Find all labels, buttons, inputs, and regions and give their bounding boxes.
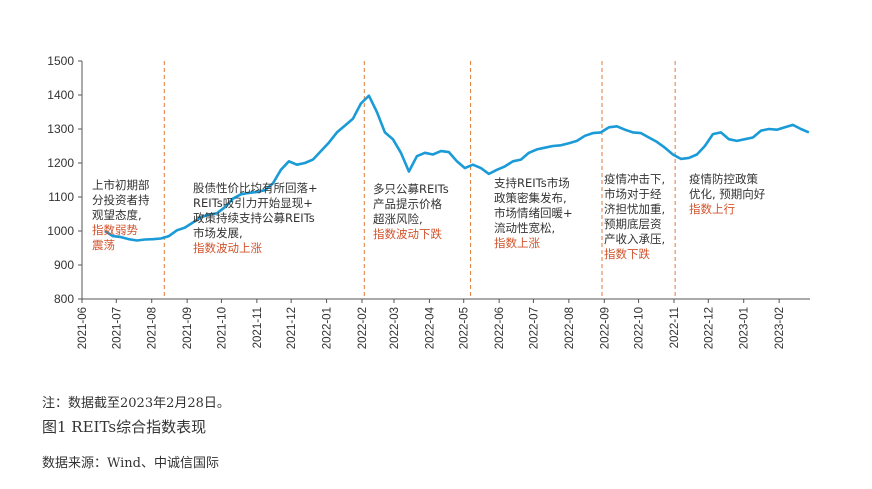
annotation-line: 疫情防控政策 [689,172,758,186]
x-tick-label: 2021-10 [216,307,228,349]
annotation-highlight: 指数上涨 [494,236,540,250]
annotation-2: 股债性价比均有所回落+ REITs吸引力开始显现+ 政策持续支持公募REITs 市场发… [193,181,318,256]
x-tick-label: 2021-08 [147,307,159,349]
annotation-line: 市场发展, [193,226,243,240]
annotation-3: 多只公募REITs 产品提示价格 超涨风险, 指数波动下跌 [373,182,449,242]
x-tick-label: 2021-12 [286,307,298,349]
figure-title: 图1 REITs综合指数表现 [42,418,207,436]
annotation-line: 上市初期部 [92,178,150,192]
annotation-5: 疫情冲击下, 市场对于经 济担忧加重, 预期底层资 产收入承压, 指数下跌 [604,172,665,262]
x-tick-label: 2021-09 [182,307,194,349]
annotation-line: 济担忧加重, [604,202,666,216]
y-tick-label: 1400 [47,88,74,102]
chart-note: 注：数据截至2023年2月28日。 [42,396,230,411]
annotation-highlight: 震荡 [92,238,115,252]
x-tick-label: 2022-04 [424,306,436,349]
x-tick-label: 2022-06 [494,307,506,349]
annotation-line: 疫情冲击下, [604,172,666,186]
annotation-line: 市场对于经 [604,187,662,201]
annotation-line: 超涨风险, [373,212,423,226]
annotation-line: 政策密集发布, [494,191,567,205]
x-tick-label: 2021-06 [77,307,89,349]
annotation-1: 上市初期部 分投资者持 观望态度, 指数弱势 震荡 [92,178,150,253]
x-tick-label: 2021-07 [111,307,123,349]
annotation-line: 预期底层资 [604,217,662,231]
annotation-highlight: 指数弱势 [92,223,138,237]
x-tick-label: 2023-01 [739,307,751,349]
data-source: 数据来源：Wind、中诚信国际 [42,456,219,471]
annotation-line: 分投资者持 [92,193,150,207]
x-tick-label: 2022-02 [357,307,369,349]
y-tick-label: 1000 [47,224,74,238]
x-tick-label: 2022-12 [703,307,715,349]
x-tick-label: 2022-10 [634,307,646,349]
reits-index-line [104,94,810,242]
y-tick-label: 800 [54,292,74,306]
annotation-line: 流动性宽松, [494,221,556,235]
annotation-6: 疫情防控政策 优化, 预期向好 指数上行 [689,172,765,217]
x-tick-label: 2022-01 [322,307,334,349]
x-tick-label: 2022-09 [599,307,611,349]
x-tick-label: 2022-05 [459,307,471,349]
y-tick-label: 1500 [47,54,74,68]
x-tick-label: 2023-02 [774,307,786,349]
annotation-line: 多只公募REITs [373,182,449,196]
annotation-line: 股债性价比均有所回落+ [193,181,318,195]
annotation-line: 产收入承压, [604,232,666,246]
annotation-highlight: 指数波动上涨 [193,241,262,255]
x-tick-label: 2021-11 [252,307,264,348]
annotation-highlight: 指数波动下跌 [373,227,442,241]
annotation-highlight: 指数上行 [689,202,735,216]
annotation-highlight: 指数下跌 [604,247,650,261]
y-tick-label: 1300 [47,122,74,136]
annotation-line: 产品提示价格 [373,197,442,211]
y-tick-label: 1200 [47,156,74,170]
y-tick-label: 900 [54,258,74,272]
annotation-line: 观望态度, [92,208,142,222]
x-tick-label: 2022-08 [564,307,576,349]
annotation-line: 市场情绪回暖+ [494,206,573,220]
annotation-line: 支持REITs市场 [494,176,570,190]
x-tick-label: 2022-07 [528,307,540,349]
annotation-line: REITs吸引力开始显现+ [193,196,313,210]
y-tick-label: 1100 [48,190,74,204]
annotation-4: 支持REITs市场 政策密集发布, 市场情绪回暖+ 流动性宽松, 指数上涨 [494,176,573,251]
annotation-line: 优化, 预期向好 [689,187,766,201]
annotation-line: 政策持续支持公募REITs [193,211,315,225]
x-tick-label: 2022-11 [669,307,681,348]
x-tick-label: 2022-03 [389,307,401,349]
